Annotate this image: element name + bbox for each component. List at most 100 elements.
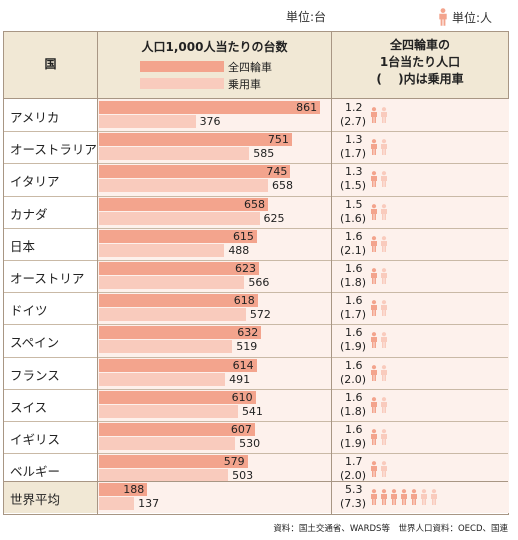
people-per-vehicle-all: 1.6 [345, 390, 363, 404]
person-icons [370, 300, 388, 317]
header-people-line2: 1台当たり人口 [379, 55, 461, 69]
bar-passenger-cars [99, 372, 226, 386]
header-people-line3: ( )内は乗用車 [376, 72, 464, 86]
world-average-cell [4, 481, 98, 513]
person-icon [371, 107, 377, 123]
column-divider-1 [97, 32, 98, 514]
person-icon [431, 489, 437, 505]
bar-value-passenger: 658 [271, 179, 293, 193]
unit-people-text: 単位:人 [452, 10, 493, 25]
people-per-vehicle-all: 1.3 [345, 133, 363, 147]
country-label: フランス [10, 367, 60, 383]
bar-value-passenger: 541 [241, 404, 263, 418]
bar-all-vehicles [99, 294, 258, 308]
bar-all-vehicles [99, 423, 255, 436]
people-per-vehicle-passenger: (1.8) [340, 276, 367, 289]
people-per-vehicle-passenger: (2.1) [340, 243, 367, 257]
bar-passenger-cars [99, 243, 225, 257]
bar-passenger-cars [99, 404, 238, 418]
people-per-vehicle-all: 1.6 [345, 294, 363, 308]
legend-label-passenger: 乗用車 [228, 78, 261, 91]
row-divider [4, 163, 508, 165]
bar-value-passenger: 491 [229, 372, 251, 386]
people-per-vehicle-passenger: (1.6) [340, 211, 367, 225]
bar-value-passenger: 376 [199, 115, 221, 128]
bar-passenger-cars [99, 179, 268, 193]
bar-passenger-cars [99, 276, 245, 289]
bar-all-vehicles [99, 326, 262, 340]
bar-all-vehicles [99, 101, 321, 114]
country-label: アメリカ [10, 110, 60, 125]
bar-value-all: 861 [296, 101, 318, 114]
bar-passenger-cars [99, 147, 250, 161]
bar-value-all: 610 [231, 390, 253, 404]
people-per-vehicle-all: 1.6 [345, 229, 363, 243]
person-icon [401, 489, 407, 505]
person-icon [411, 489, 417, 505]
bar-all-vehicles [99, 358, 257, 372]
person-icon [381, 300, 387, 317]
bar-value-all: 615 [232, 229, 254, 243]
person-icon [381, 203, 387, 220]
bar-all-vehicles [99, 165, 291, 179]
country-label: 日本 [10, 238, 36, 254]
row-divider [4, 227, 508, 229]
person-icons [370, 332, 388, 349]
person-icon [371, 461, 377, 478]
person-icons [370, 139, 388, 156]
country-label: カナダ [10, 206, 48, 222]
person-icon [381, 235, 387, 252]
legend-swatch-all [140, 61, 224, 72]
country-label: スペイン [10, 335, 60, 351]
bar-value-passenger: 519 [236, 340, 258, 354]
bar-value-passenger: 530 [239, 437, 261, 450]
person-icon [371, 332, 377, 349]
country-label: ドイツ [10, 303, 48, 319]
row-divider [4, 356, 508, 358]
bar-all-vehicles [99, 455, 248, 469]
people-per-vehicle-passenger: (2.0) [340, 469, 367, 483]
bar-value-all: 745 [266, 165, 288, 179]
people-per-vehicle-passenger: (1.9) [340, 340, 367, 354]
bar-passenger-cars [99, 497, 135, 510]
person-icon [371, 203, 377, 220]
bar-passenger-cars [99, 211, 260, 225]
bar-value-passenger: 585 [253, 147, 275, 161]
row-divider [4, 292, 508, 294]
person-icon [381, 396, 387, 413]
person-icon [381, 364, 387, 381]
people-per-vehicle-passenger: (7.3) [340, 497, 367, 510]
person-icon [381, 107, 387, 123]
row-divider [4, 324, 508, 326]
person-icon [371, 396, 377, 413]
country-label: イタリア [10, 174, 60, 190]
bar-value-passenger: 137 [138, 497, 160, 510]
bar-all-vehicles [99, 262, 259, 275]
row-divider [4, 388, 508, 390]
bar-value-passenger: 503 [232, 469, 254, 483]
people-per-vehicle-passenger: (1.7) [340, 308, 367, 322]
header-chart-title: 人口1,000人当たりの台数 [141, 40, 288, 54]
row-divider [4, 131, 508, 133]
header-people-line1: 全四輪車の [389, 38, 450, 52]
bar-value-passenger: 625 [263, 211, 285, 225]
person-icons [370, 396, 388, 413]
person-icons [370, 364, 388, 381]
row-divider [4, 260, 508, 261]
row-divider [4, 481, 508, 482]
person-icon [371, 364, 377, 381]
row-background [98, 481, 509, 513]
person-icon [371, 429, 377, 445]
header-country: 国 [44, 57, 57, 71]
row-divider [4, 195, 508, 197]
person-icon [381, 461, 387, 478]
person-icon [381, 139, 387, 156]
bar-value-all: 618 [233, 294, 255, 308]
people-per-vehicle-passenger: (1.5) [340, 179, 367, 193]
header-row [4, 32, 508, 98]
person-icon [439, 8, 447, 26]
person-icon [371, 235, 377, 252]
country-label: ベルギー [10, 464, 61, 480]
unit-people-label: 単位:人 [438, 8, 492, 26]
country-label: オーストラリア [10, 142, 97, 158]
